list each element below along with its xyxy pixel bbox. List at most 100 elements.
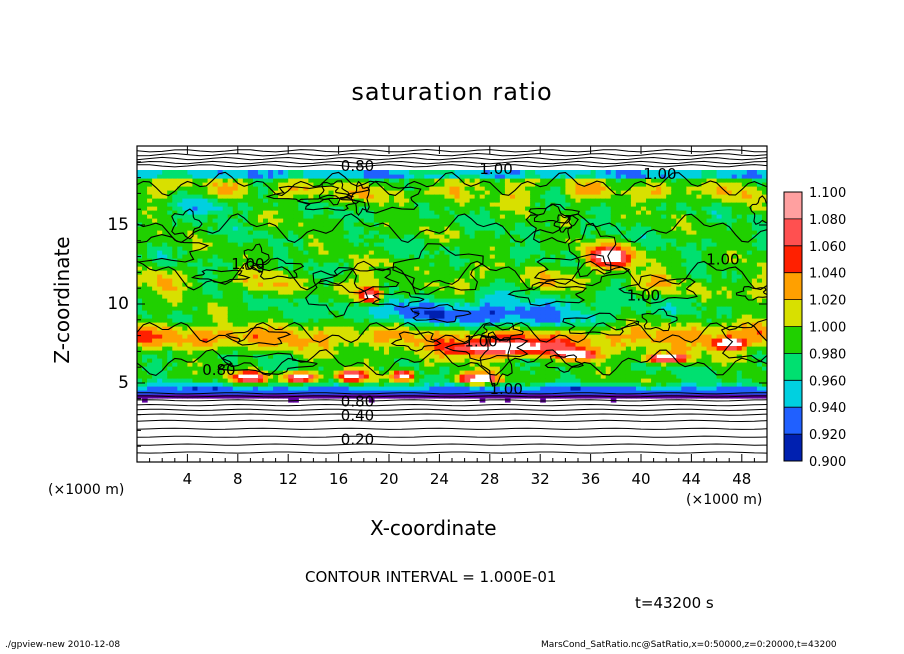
- field-cell: [464, 302, 471, 307]
- field-cell: [469, 190, 476, 195]
- field-cell: [303, 302, 309, 307]
- field-cell: [509, 182, 516, 187]
- field-cell: [444, 270, 451, 275]
- field-cell: [172, 190, 178, 195]
- field-cell: [328, 338, 335, 343]
- field-cell: [419, 326, 425, 331]
- field-cell: [157, 318, 163, 323]
- field-cell: [333, 390, 340, 395]
- field-cell: [172, 342, 178, 347]
- field-cell: [152, 334, 158, 339]
- field-cell: [550, 222, 556, 227]
- field-cell: [263, 374, 269, 379]
- field-cell: [167, 318, 173, 323]
- field-cell: [535, 198, 541, 203]
- field-cell: [540, 198, 546, 203]
- field-cell: [157, 278, 163, 283]
- field-cell: [333, 206, 340, 211]
- field-cell: [308, 370, 314, 375]
- field-cell: [474, 326, 481, 331]
- field-cell: [288, 370, 294, 375]
- field-cell: [328, 266, 335, 271]
- field-cell: [404, 382, 410, 387]
- field-cell: [263, 294, 269, 299]
- field-cell: [298, 226, 304, 231]
- field-cell: [474, 234, 481, 239]
- field-cell: [368, 350, 375, 355]
- field-cell: [509, 234, 516, 239]
- field-cell: [252, 190, 259, 195]
- field-cell: [459, 346, 466, 351]
- field-cell: [268, 314, 274, 319]
- field-cell: [343, 286, 350, 291]
- field-cell: [318, 294, 325, 299]
- field-cell: [504, 250, 511, 255]
- field-cell: [565, 206, 572, 211]
- field-cell: [429, 386, 435, 391]
- field-cell: [308, 346, 314, 351]
- field-cell: [152, 322, 158, 327]
- field-cell: [167, 198, 173, 203]
- field-cell: [434, 386, 440, 391]
- field-cell: [525, 330, 531, 335]
- field-cell: [419, 202, 425, 207]
- field-cell: [409, 330, 415, 335]
- field-cell: [484, 262, 491, 267]
- field-cell: [192, 314, 199, 319]
- field-cell: [142, 382, 148, 387]
- field-cell: [383, 382, 390, 387]
- field-cell: [499, 258, 506, 263]
- field-cell: [474, 290, 481, 295]
- field-cell: [545, 234, 551, 239]
- field-cell: [479, 246, 486, 251]
- field-cell: [283, 174, 289, 179]
- field-cell: [293, 378, 299, 383]
- field-cell: [535, 386, 541, 391]
- field-cell: [565, 334, 572, 339]
- field-cell: [378, 234, 385, 239]
- field-cell: [439, 226, 446, 231]
- field-cell: [409, 246, 415, 251]
- field-cell: [212, 374, 219, 379]
- field-cell: [263, 226, 269, 231]
- field-cell: [545, 198, 551, 203]
- field-cell: [373, 370, 380, 375]
- field-cell: [454, 382, 461, 387]
- field-cell: [293, 386, 299, 391]
- field-cell: [383, 266, 390, 271]
- field-cell: [464, 382, 471, 387]
- field-cell: [404, 326, 410, 331]
- field-cell: [217, 238, 224, 243]
- field-cell: [157, 302, 163, 307]
- field-cell: [197, 374, 204, 379]
- field-cell: [338, 370, 345, 375]
- field-cell: [419, 254, 425, 259]
- field-cell: [368, 234, 375, 239]
- field-cell: [157, 266, 163, 271]
- field-cell: [147, 342, 153, 347]
- field-cell: [268, 302, 274, 307]
- field-cell: [303, 310, 309, 315]
- field-cell: [227, 298, 234, 303]
- field-cell: [409, 190, 415, 195]
- field-cell: [363, 258, 370, 263]
- field-cell: [353, 258, 360, 263]
- field-cell: [348, 190, 355, 195]
- field-cell: [378, 182, 385, 187]
- field-cell: [570, 178, 577, 183]
- field-cell: [535, 282, 541, 287]
- field-cell: [525, 374, 531, 379]
- field-cell: [383, 366, 390, 371]
- field-cell: [197, 318, 204, 323]
- field-cell: [575, 338, 582, 343]
- field-cell: [353, 170, 360, 175]
- field-cell: [509, 334, 516, 339]
- field-cell: [368, 346, 375, 351]
- field-cell: [459, 366, 466, 371]
- field-cell: [197, 366, 204, 371]
- field-cell: [489, 334, 496, 339]
- field-cell: [454, 266, 461, 271]
- field-cell: [283, 362, 289, 367]
- field-cell: [252, 250, 259, 255]
- field-cell: [257, 242, 264, 247]
